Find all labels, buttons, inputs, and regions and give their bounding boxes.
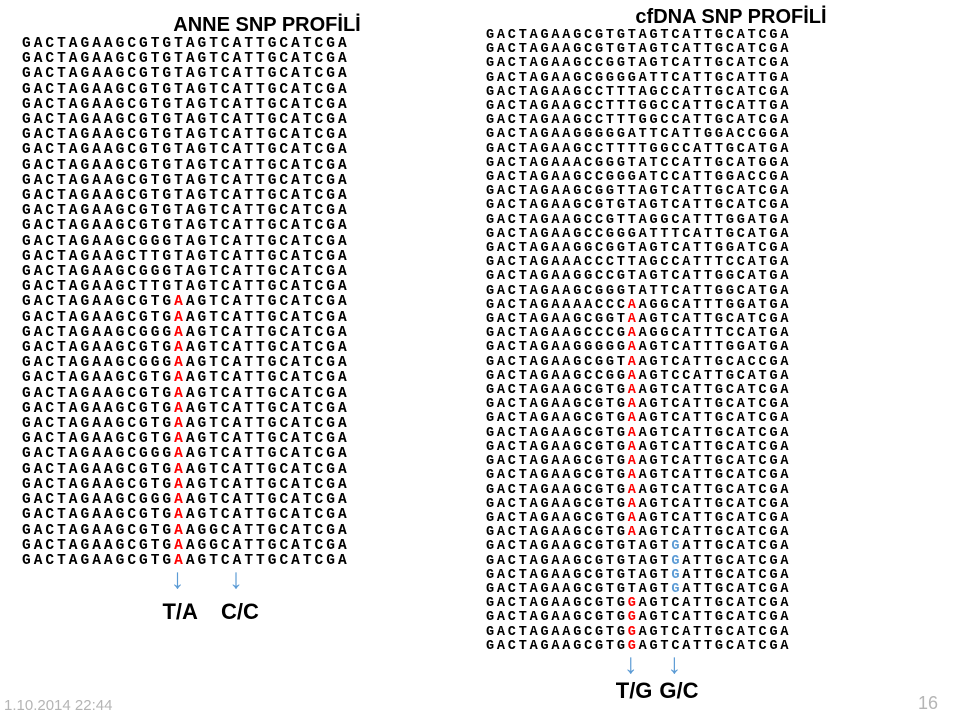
seq-row: GACTAGAAGCTTGTAGTCATTGCATCGA	[22, 280, 452, 295]
seq-row: GACTAGAAGCGGGGATTCATTGCATTGA	[486, 72, 926, 86]
seq-row: GACTAGAAACGGGTATCCATTGCATGGA	[486, 157, 926, 171]
seq-row: GACTAGAAGCGTGTAGTCATTGCATCGA	[22, 128, 452, 143]
right-panel: cfDNA SNP PROFİLİ GACTAGAAGCGTGTAGTCATTG…	[486, 6, 926, 708]
seq-row: GACTAGAAGCTTGTAGTCATTGCATCGA	[22, 250, 452, 265]
seq-row: GACTAGAAGCGTGTAGTCATTGCATCGA	[22, 143, 452, 158]
seq-row: GACTAGAAGCGGGTAGTCATTGCATCGA	[22, 265, 452, 280]
seq-row: GACTAGAAACCCTTAGCCATTTCCATGA	[486, 256, 926, 270]
left-labels-row: T/A C/C	[22, 599, 452, 629]
seq-row: GACTAGAAGCGTGAAGTCATTGCATCGA	[22, 387, 452, 402]
seq-row: GACTAGAAGCGGGAAGTCATTGCATCGA	[22, 493, 452, 508]
seq-row: GACTAGAAGCCGTTAGGCATTTGGATGA	[486, 214, 926, 228]
seq-row: GACTAGAAGCGTGAAGTCATTGCATCGA	[486, 512, 926, 526]
seq-row: GACTAGAAGCGTGAAGTCATTGCATCGA	[486, 384, 926, 398]
seq-row: GACTAGAAGCGTGTAGTGATTGCATCGA	[486, 555, 926, 569]
seq-row: GACTAGAAGCGTGTAGTGATTGCATCGA	[486, 540, 926, 554]
seq-row: GACTAGAAGCGTGTAGTCATTGCATCGA	[22, 83, 452, 98]
seq-row: GACTAGAAGCGTGAAGTCATTGCATCGA	[22, 341, 452, 356]
seq-row: GACTAGAAGCCTTTGGCCATTGCATTGA	[486, 100, 926, 114]
seq-row: GACTAGAAGCGTGAAGTCATTGCATCGA	[22, 311, 452, 326]
seq-row: GACTAGAAGGCCGTAGTCATTGGCATGA	[486, 270, 926, 284]
seq-row: GACTAGAAGCGTGAAGGCATTGCATCGA	[22, 524, 452, 539]
seq-row: GACTAGAAGCGTGAAGTCATTGCATCGA	[486, 469, 926, 483]
left-panel-title: ANNE SNP PROFİLİ	[82, 14, 452, 37]
seq-row: GACTAGAAGCGTGAAGTCATTGCATCGA	[486, 427, 926, 441]
seq-row: GACTAGAAGCGTGTAGTGATTGCATCGA	[486, 569, 926, 583]
seq-row: GACTAGAAGCCGGGATCCATTGGACCGA	[486, 171, 926, 185]
page-root: ANNE SNP PROFİLİ GACTAGAAGCGTGTAGTCATTGC…	[0, 0, 954, 722]
seq-row: GACTAGAAAACCCAAGGCATTTGGATGA	[486, 299, 926, 313]
seq-row: GACTAGAAGCCTTTGGCCATTGCATCGA	[486, 114, 926, 128]
seq-row: GACTAGAAGCGTGAAGTCATTGCATCGA	[22, 417, 452, 432]
right-snp-label-2: G/C	[659, 678, 698, 704]
seq-row: GACTAGAAGCGGTAAGTCATTGCATCGA	[486, 313, 926, 327]
seq-row: GACTAGAAGCGTGTAGTCATTGCATCGA	[486, 199, 926, 213]
seq-row: GACTAGAAGCGTGAAGTCATTGCATCGA	[22, 508, 452, 523]
seq-row: GACTAGAAGCGTGGAGTCATTGCATCGA	[486, 640, 926, 654]
seq-row: GACTAGAAGGGGGATTCATTGGACCGGA	[486, 128, 926, 142]
seq-row: GACTAGAAGCGTGTAGTCATTGCATCGA	[22, 98, 452, 113]
seq-row: GACTAGAAGCGTGTAGTCATTGCATCGA	[486, 43, 926, 57]
left-snp-label-1: T/A	[162, 599, 197, 625]
footer-page-number: 16	[918, 693, 938, 714]
seq-row: GACTAGAAGCGGGAAGTCATTGCATCGA	[22, 326, 452, 341]
right-labels-row: T/G G/C	[486, 678, 926, 708]
left-panel: ANNE SNP PROFİLİ GACTAGAAGCGTGTAGTCATTGC…	[22, 14, 452, 629]
seq-row: GACTAGAAGCGTGAAGTCATTGCATCGA	[486, 526, 926, 540]
seq-row: GACTAGAAGCCCGAAGGCATTTCCATGA	[486, 327, 926, 341]
right-arrows-row: ↓ ↓	[486, 654, 926, 678]
footer-timestamp: 1.10.2014 22:44	[4, 697, 112, 714]
seq-row: GACTAGAAGCGTGAAGTCATTGCATCGA	[22, 432, 452, 447]
seq-row: GACTAGAAGCGTGAAGTCATTGCATCGA	[486, 398, 926, 412]
seq-row: GACTAGAAGCGTGTAGTCATTGCATCGA	[22, 37, 452, 52]
seq-row: GACTAGAAGCCGGTAGTCATTGCATCGA	[486, 57, 926, 71]
left-seq-block: GACTAGAAGCGTGTAGTCATTGCATCGAGACTAGAAGCGT…	[22, 37, 452, 569]
arrow-down-icon: ↓	[229, 569, 243, 589]
seq-row: GACTAGAAGCGTGAAGTCATTGCATCGA	[22, 463, 452, 478]
seq-row: GACTAGAAGCGTGTAGTCATTGCATCGA	[22, 67, 452, 82]
seq-row: GACTAGAAGCGTGAAGTCATTGCATCGA	[22, 295, 452, 310]
left-snp-label-2: C/C	[221, 599, 259, 625]
seq-row: GACTAGAAGGCGGTAGTCATTGGATCGA	[486, 242, 926, 256]
arrow-down-icon: ↓	[624, 654, 638, 674]
seq-row: GACTAGAAGCCGGAAGTCCATTGCATGA	[486, 370, 926, 384]
seq-row: GACTAGAAGCGTGAAGTCATTGCATCGA	[486, 412, 926, 426]
seq-row: GACTAGAAGGGGGAAGTCATTTGGATGA	[486, 341, 926, 355]
seq-row: GACTAGAAGCGGTAAGTCATTGCACCGA	[486, 356, 926, 370]
seq-row: GACTAGAAGCGTGAAGTCATTGCATCGA	[486, 498, 926, 512]
seq-row: GACTAGAAGCGTGAAGTCATTGCATCGA	[486, 484, 926, 498]
right-panel-title: cfDNA SNP PROFİLİ	[536, 6, 926, 29]
seq-row: GACTAGAAGCGTGGAGTCATTGCATCGA	[486, 597, 926, 611]
seq-row: GACTAGAAGCGGGTATTCATTGGCATGA	[486, 285, 926, 299]
seq-row: GACTAGAAGCGGTTAGTCATTGCATCGA	[486, 185, 926, 199]
seq-row: GACTAGAAGCGTGGAGTCATTGCATCGA	[486, 611, 926, 625]
seq-row: GACTAGAAGCGTGAAGTCATTGCATCGA	[486, 455, 926, 469]
arrow-down-icon: ↓	[170, 569, 184, 589]
seq-row: GACTAGAAGCGTGAAGTCATTGCATCGA	[22, 478, 452, 493]
left-arrows-row: ↓ ↓	[22, 569, 452, 599]
seq-row: GACTAGAAGCGTGTAGTCATTGCATCGA	[486, 29, 926, 43]
arrow-down-icon: ↓	[667, 654, 681, 674]
seq-row: GACTAGAAGCGTGTAGTCATTGCATCGA	[22, 204, 452, 219]
seq-row: GACTAGAAGCGTGGAGTCATTGCATCGA	[486, 626, 926, 640]
seq-row: GACTAGAAGCGTGTAGTCATTGCATCGA	[22, 113, 452, 128]
seq-row: GACTAGAAGCCTTTAGCCATTGCATCGA	[486, 86, 926, 100]
seq-row: GACTAGAAGCGTGTAGTCATTGCATCGA	[22, 219, 452, 234]
seq-row: GACTAGAAGCGTGTAGTGATTGCATCGA	[486, 583, 926, 597]
seq-row: GACTAGAAGCCTTTTGGCCATTGCATGA	[486, 143, 926, 157]
seq-row: GACTAGAAGCGGGAAGTCATTGCATCGA	[22, 356, 452, 371]
seq-row: GACTAGAAGCCGGGATTTCATTGCATGA	[486, 228, 926, 242]
seq-row: GACTAGAAGCGTGTAGTCATTGCATCGA	[22, 174, 452, 189]
seq-row: GACTAGAAGCGTGAAGTCATTGCATCGA	[22, 402, 452, 417]
seq-row: GACTAGAAGCGTGTAGTCATTGCATCGA	[22, 189, 452, 204]
seq-row: GACTAGAAGCGTGAAGTCATTGCATCGA	[486, 441, 926, 455]
seq-row: GACTAGAAGCGTGTAGTCATTGCATCGA	[22, 159, 452, 174]
seq-row: GACTAGAAGCGGGAAGTCATTGCATCGA	[22, 447, 452, 462]
seq-row: GACTAGAAGCGGGTAGTCATTGCATCGA	[22, 235, 452, 250]
seq-row: GACTAGAAGCGTGAAGGCATTGCATCGA	[22, 539, 452, 554]
seq-row: GACTAGAAGCGTGAAGTCATTGCATCGA	[22, 371, 452, 386]
right-seq-block: GACTAGAAGCGTGTAGTCATTGCATCGAGACTAGAAGCGT…	[486, 29, 926, 654]
right-snp-label-1: T/G	[616, 678, 653, 704]
seq-row: GACTAGAAGCGTGTAGTCATTGCATCGA	[22, 52, 452, 67]
